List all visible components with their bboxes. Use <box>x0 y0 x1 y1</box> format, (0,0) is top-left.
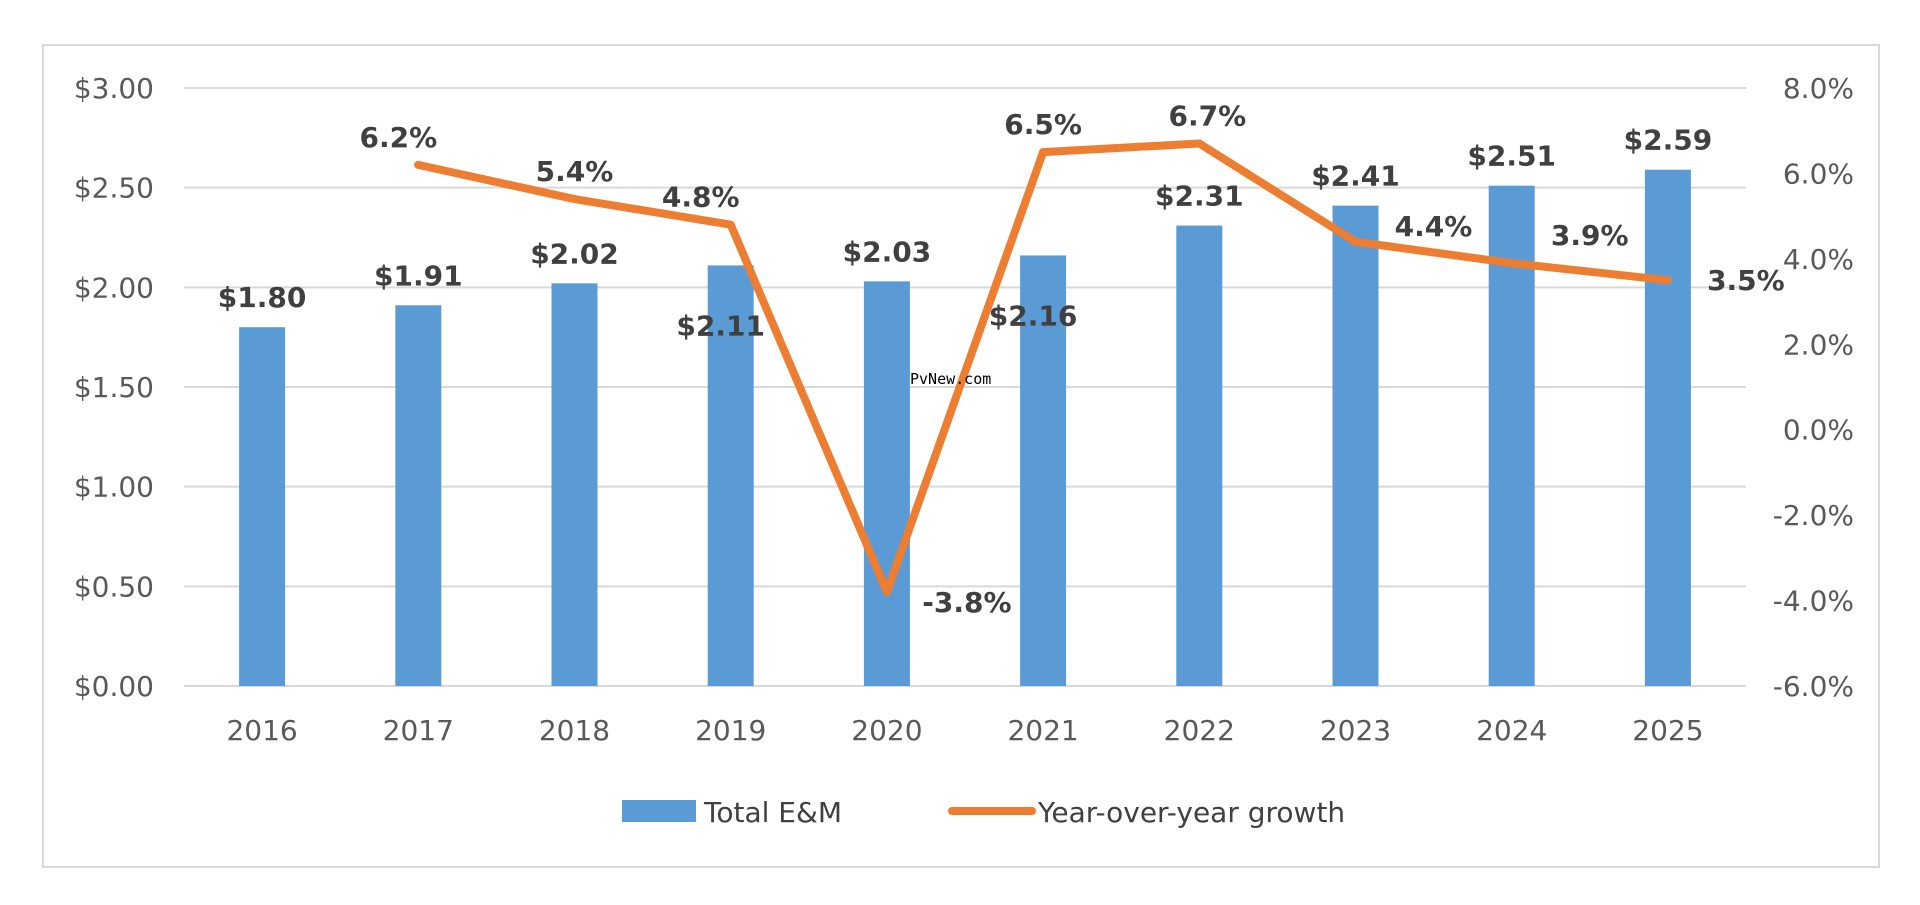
legend-bar-label: Total E&M <box>703 796 842 829</box>
legend-bar-swatch <box>622 800 696 822</box>
bar-value-label: $1.91 <box>374 259 463 292</box>
right-tick-label: 8.0% <box>1783 72 1854 105</box>
bar <box>1020 255 1067 686</box>
left-tick-label: $0.00 <box>74 670 154 703</box>
x-tick-label: 2023 <box>1320 714 1391 747</box>
left-axis: $0.00 $0.50 $1.00 $1.50 $2.00 $2.50 $3.00 <box>74 72 154 703</box>
growth-value-label: 3.9% <box>1551 219 1629 252</box>
bar-value-label: $2.11 <box>676 309 765 342</box>
bar <box>1176 225 1223 687</box>
x-tick-label: 2020 <box>851 714 922 747</box>
x-tick-label: 2025 <box>1632 714 1703 747</box>
right-tick-label: -2.0% <box>1773 499 1854 532</box>
bar-series <box>239 169 1691 687</box>
bar <box>863 281 910 686</box>
line-data-labels: 6.2% 5.4% 4.8% -3.8% 6.5% 6.7% 4.4% 3.9% 3.5% <box>359 100 1785 619</box>
growth-value-label: 6.2% <box>359 121 437 154</box>
growth-point <box>570 195 579 204</box>
bar-value-label: $1.80 <box>218 281 307 314</box>
gridlines <box>184 87 1746 687</box>
right-axis: -6.0% -4.0% -2.0% 0.0% 2.0% 4.0% 6.0% 8.0% <box>1773 72 1854 703</box>
growth-point <box>1039 148 1048 157</box>
bar <box>707 265 754 686</box>
bar <box>1644 169 1691 686</box>
right-tick-label: -6.0% <box>1773 670 1854 703</box>
right-tick-label: -4.0% <box>1773 585 1854 618</box>
legend: Total E&M Year-over-year growth <box>622 796 1345 829</box>
bar <box>1332 205 1379 686</box>
bar <box>551 283 598 686</box>
chart-svg: $0.00 $0.50 $1.00 $1.50 $2.00 $2.50 $3.00 -6.0… <box>74 72 1854 829</box>
bar-value-label: $2.59 <box>1624 124 1713 157</box>
growth-point <box>1351 237 1360 246</box>
legend-line-label: Year-over-year growth <box>1037 796 1345 829</box>
bar-value-label: $2.03 <box>843 235 932 268</box>
right-tick-label: 2.0% <box>1783 328 1854 361</box>
left-tick-label: $1.50 <box>74 371 154 404</box>
left-tick-label: $2.00 <box>74 271 154 304</box>
x-tick-label: 2019 <box>695 714 766 747</box>
growth-value-label: -3.8% <box>922 586 1011 619</box>
bar <box>239 327 286 686</box>
growth-point <box>882 588 891 597</box>
x-tick-label: 2021 <box>1007 714 1078 747</box>
left-tick-label: $0.50 <box>74 570 154 603</box>
line-series <box>414 139 1672 597</box>
right-tick-label: 6.0% <box>1783 157 1854 190</box>
right-tick-label: 0.0% <box>1783 414 1854 447</box>
watermark-text: PvNew.com <box>910 370 991 388</box>
growth-point <box>1663 276 1672 285</box>
x-axis: 2016 2017 2018 2019 2020 2021 2022 2023 2024 2025 <box>226 714 1703 747</box>
growth-value-label: 4.4% <box>1395 210 1473 243</box>
bar <box>1488 185 1535 686</box>
x-tick-label: 2024 <box>1476 714 1547 747</box>
left-tick-label: $2.50 <box>74 172 154 205</box>
growth-value-label: 3.5% <box>1707 264 1785 297</box>
x-tick-label: 2022 <box>1164 714 1235 747</box>
left-tick-label: $3.00 <box>74 72 154 105</box>
bar-value-label: $2.51 <box>1467 140 1556 173</box>
growth-value-label: 5.4% <box>536 155 614 188</box>
growth-point <box>414 160 423 169</box>
bar-value-label: $2.31 <box>1155 180 1244 213</box>
bar-value-label: $2.02 <box>530 237 619 270</box>
x-tick-label: 2018 <box>539 714 610 747</box>
bar <box>395 305 442 686</box>
right-tick-label: 4.0% <box>1783 243 1854 276</box>
growth-value-label: 6.5% <box>1004 108 1082 141</box>
left-tick-label: $1.00 <box>74 471 154 504</box>
bar-value-label: $2.41 <box>1311 160 1400 193</box>
x-tick-label: 2017 <box>383 714 454 747</box>
growth-point <box>1195 139 1204 148</box>
growth-point <box>1507 259 1516 268</box>
bar-value-label: $2.16 <box>989 299 1078 332</box>
growth-value-label: 4.8% <box>662 181 740 214</box>
growth-point <box>726 220 735 229</box>
x-tick-label: 2016 <box>226 714 297 747</box>
growth-value-label: 6.7% <box>1168 100 1246 133</box>
chart-frame: $0.00 $0.50 $1.00 $1.50 $2.00 $2.50 $3.00 -6.0… <box>42 44 1880 868</box>
bar-data-labels: $1.80 $1.91 $2.02 $2.11 $2.03 $2.16 $2.31 $2.41… <box>218 124 1712 343</box>
